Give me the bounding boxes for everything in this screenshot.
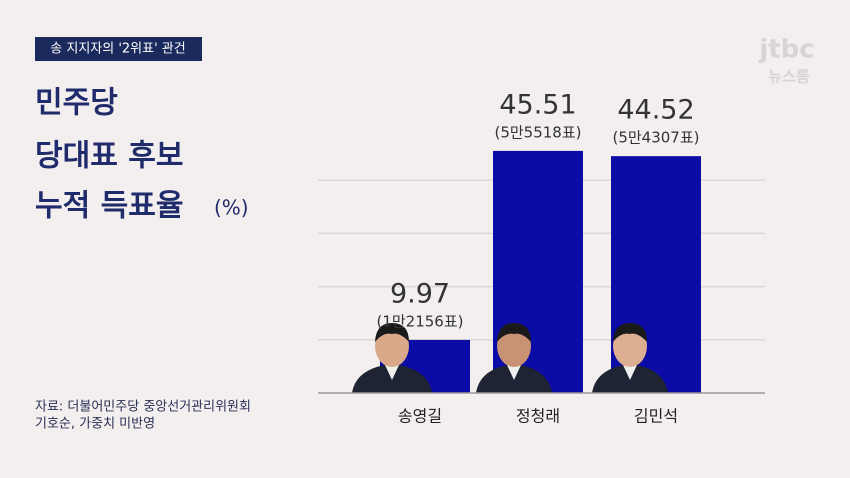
value-label: 44.52 bbox=[617, 95, 694, 126]
x-tick-label: 송영길 bbox=[398, 407, 442, 426]
value-label: 9.97 bbox=[390, 278, 450, 309]
title-line: 당대표 후보 bbox=[35, 139, 183, 174]
photo bbox=[592, 323, 668, 393]
tag-box bbox=[35, 37, 202, 61]
logo-program: 뉴스룸 bbox=[768, 68, 810, 86]
logo-brand: jtbc bbox=[758, 35, 814, 65]
title-line: 누적 득표율 bbox=[35, 189, 183, 224]
title-line: 민주당 bbox=[35, 86, 118, 121]
value-label: 45.51 bbox=[499, 89, 576, 120]
source: 자료: 더불어민주당 중앙선거관리위원회 bbox=[35, 400, 251, 415]
photo bbox=[476, 323, 552, 393]
vote-label: (5만4307표) bbox=[612, 129, 699, 147]
x-tick-label: 정청래 bbox=[516, 407, 560, 426]
vote-label: (5만5518표) bbox=[494, 123, 581, 141]
vote-label: (1만2156표) bbox=[376, 312, 463, 330]
title-unit: (%) bbox=[214, 196, 249, 220]
photos bbox=[352, 323, 668, 393]
photo bbox=[352, 323, 432, 393]
source-note: 기호순, 가중치 미반영 bbox=[35, 417, 155, 432]
tag: 송 지지자의 '2위표' 관건 bbox=[50, 42, 185, 57]
x-tick-label: 김민석 bbox=[634, 407, 678, 426]
labels: 9.97 (1만2156표) 송영길 45.51 (5만5518표) 정청래 44.52 (5… bbox=[376, 89, 699, 425]
